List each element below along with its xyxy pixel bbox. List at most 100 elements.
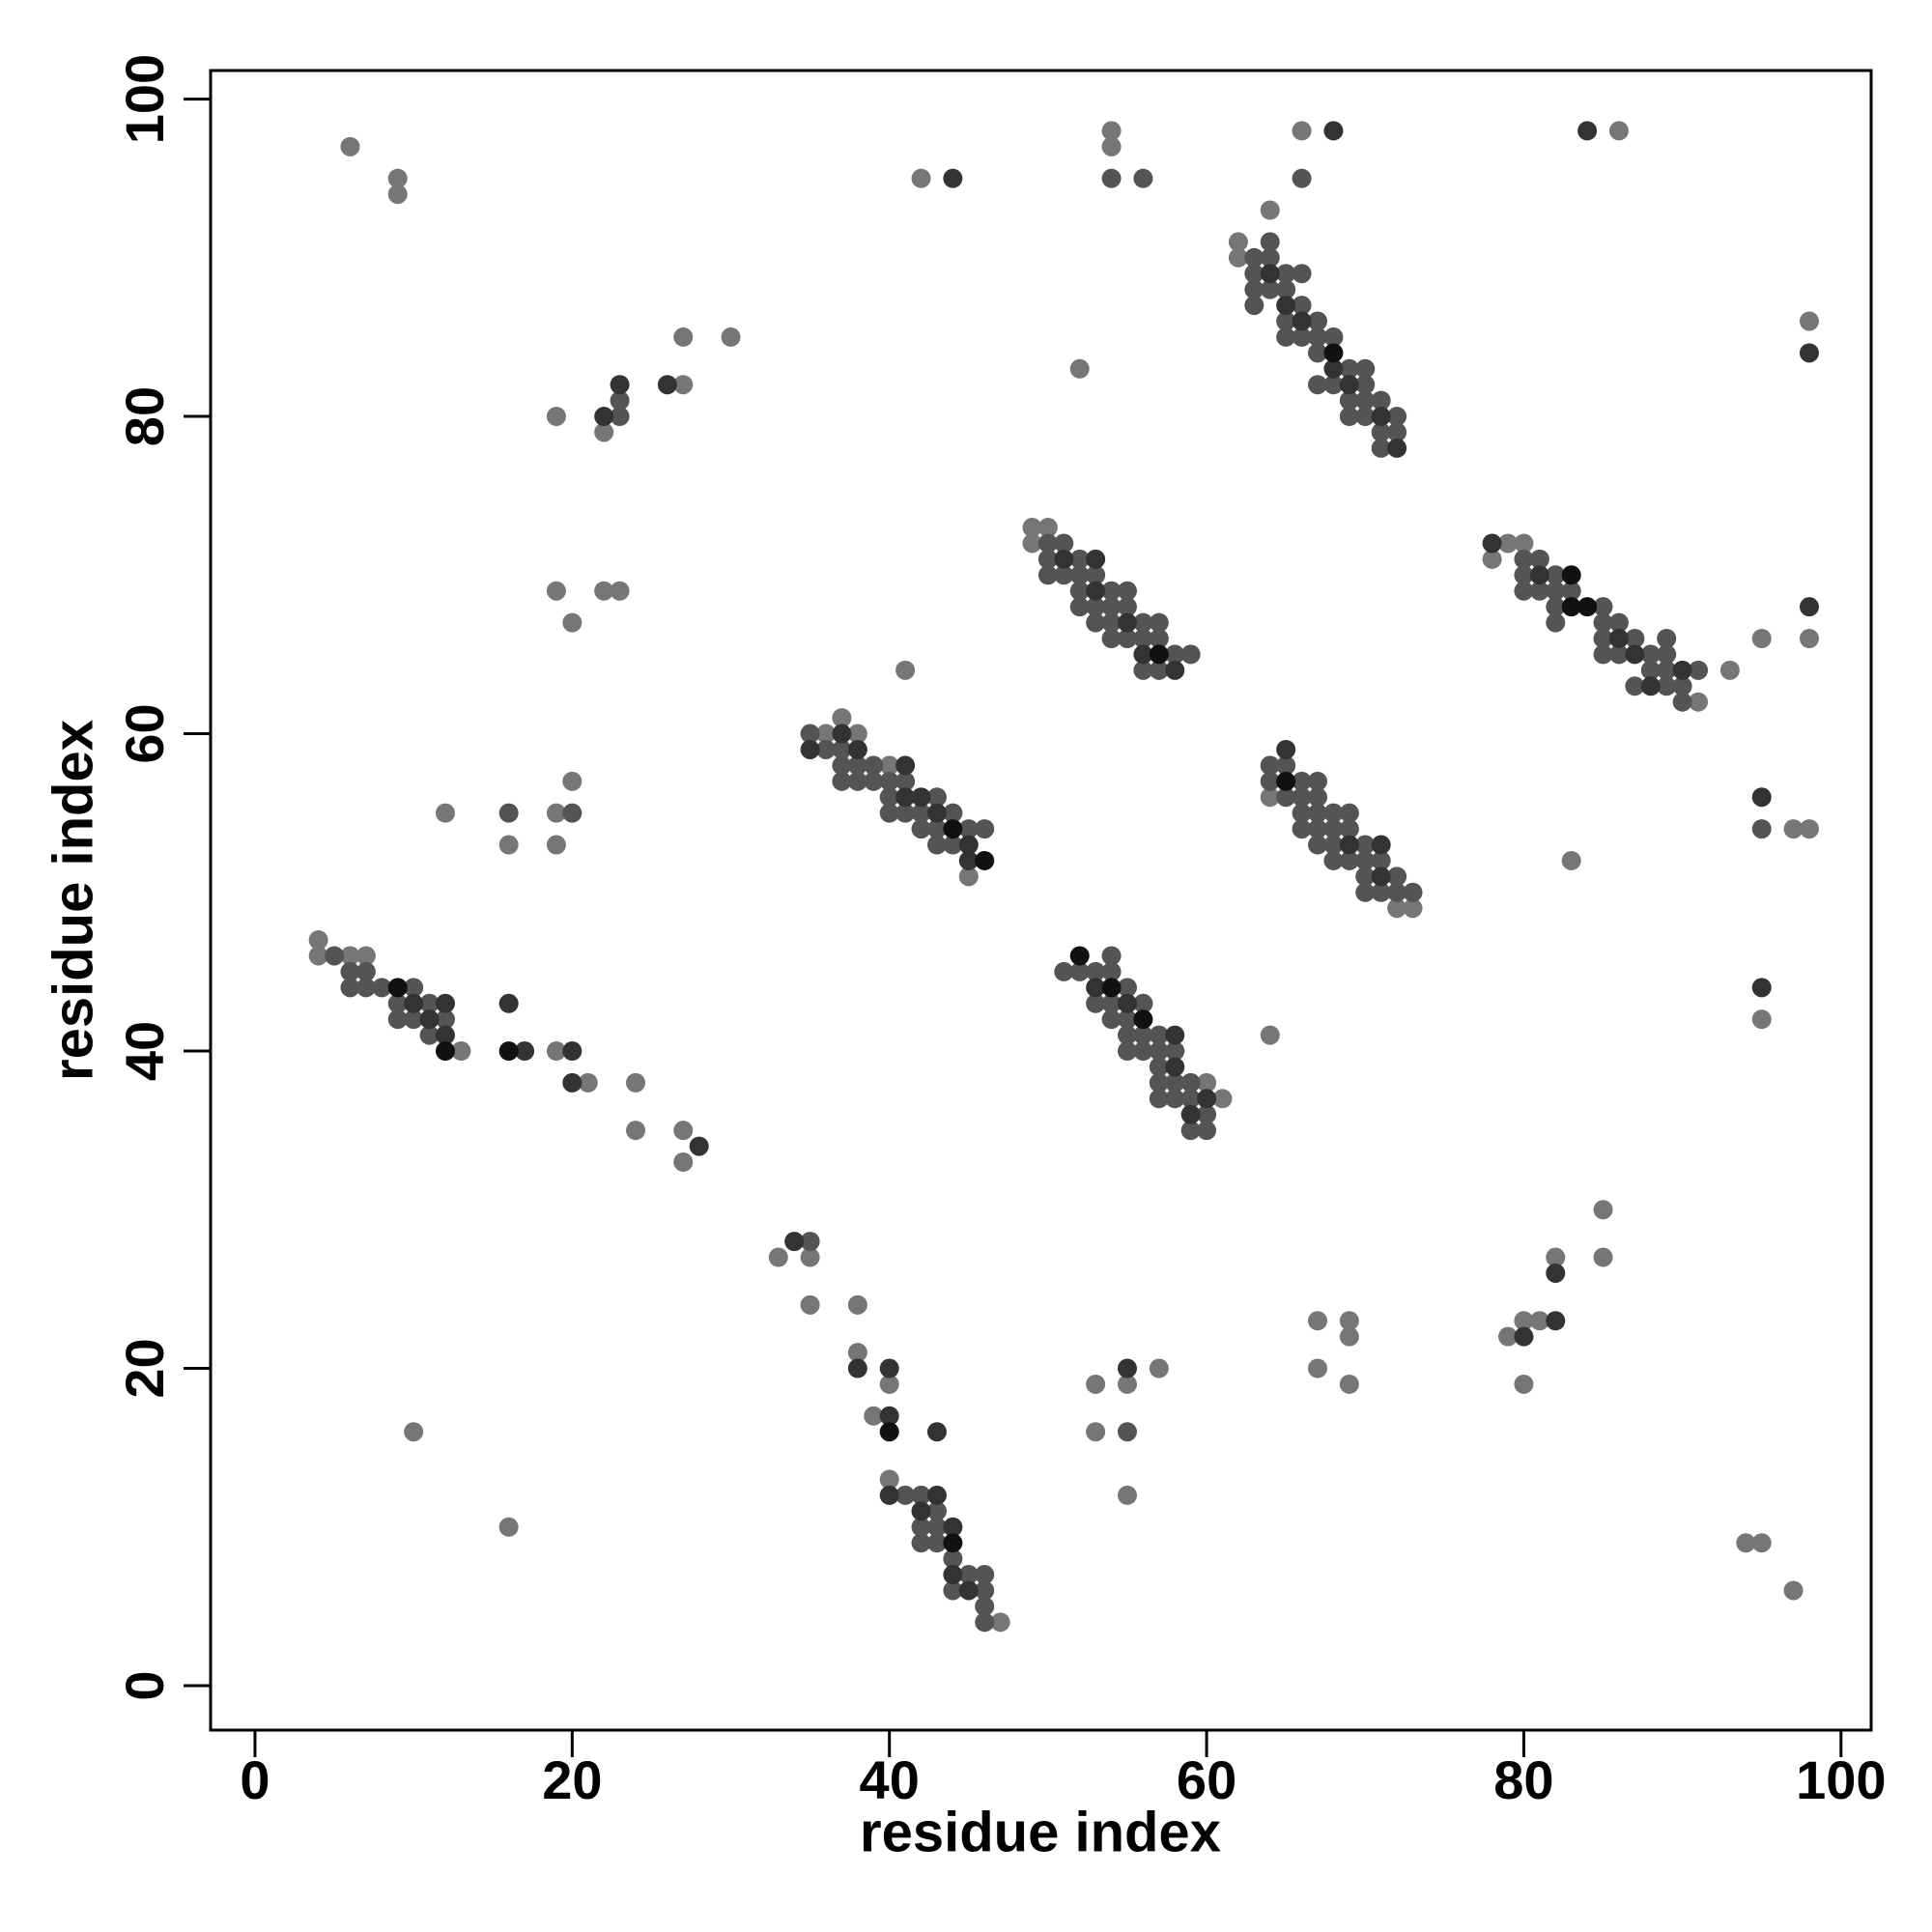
contact-point (1387, 438, 1407, 458)
contact-point (1514, 533, 1534, 554)
contact-point (1117, 1025, 1137, 1045)
contact-point (546, 835, 566, 855)
contact-point (879, 1374, 899, 1394)
contact-point (1101, 993, 1122, 1013)
contact-point (1228, 247, 1248, 268)
contact-point (1514, 1374, 1534, 1394)
contact-point (1355, 882, 1376, 902)
contact-point (1546, 1311, 1566, 1331)
contact-point (975, 1612, 995, 1633)
contact-point (1593, 597, 1613, 617)
contact-point (1514, 1311, 1534, 1331)
contact-point (1799, 628, 1819, 648)
contact-point (308, 946, 328, 966)
contact-point (404, 993, 424, 1013)
contact-point (1751, 787, 1772, 808)
contact-point (1149, 660, 1169, 680)
y-tick-label: 80 (114, 386, 175, 446)
contact-point (1260, 264, 1280, 284)
contact-point (1593, 612, 1613, 633)
contact-point (594, 422, 614, 442)
contact-point (864, 771, 884, 791)
contact-point (340, 961, 360, 981)
contact-point (1165, 1057, 1185, 1077)
contact-point (832, 708, 852, 728)
contact-point (562, 771, 582, 791)
contact-point (435, 1025, 455, 1045)
contact-point (1133, 168, 1153, 188)
contact-point (1371, 390, 1391, 411)
contact-point (1101, 946, 1122, 966)
x-tick-label: 40 (860, 1749, 920, 1810)
contact-point (1339, 835, 1359, 855)
contact-point (1371, 835, 1391, 855)
contact-point (355, 946, 376, 966)
contact-point (1165, 1089, 1185, 1109)
contact-point (498, 835, 519, 855)
contact-point (1149, 1072, 1169, 1093)
contact-point (1133, 628, 1153, 648)
contact-point (435, 1041, 455, 1062)
contact-point (1117, 1485, 1137, 1505)
contact-point (1260, 247, 1280, 268)
contact-point (1086, 549, 1106, 569)
contact-point (958, 867, 979, 887)
contact-point (1180, 644, 1201, 665)
contact-point (911, 1533, 931, 1553)
contact-point (1355, 390, 1376, 411)
contact-point (832, 739, 852, 759)
contact-point (1514, 581, 1534, 601)
contact-point (626, 1121, 646, 1141)
contact-point (1133, 993, 1153, 1013)
contact-point (1482, 533, 1502, 554)
contact-point (562, 1072, 582, 1093)
contact-point (515, 1041, 535, 1062)
contact-point (546, 581, 566, 601)
contact-point (1197, 1089, 1217, 1109)
contact-point (958, 1565, 979, 1585)
y-tick-label: 20 (114, 1338, 175, 1398)
contact-point (1339, 850, 1359, 870)
contact-point (355, 961, 376, 981)
contact-point (1165, 1072, 1185, 1093)
contact-point (1117, 628, 1137, 648)
contact-point (1751, 819, 1772, 839)
contact-point (1529, 1311, 1549, 1331)
contact-point (879, 1485, 899, 1505)
contact-point (1657, 644, 1677, 665)
contact-point (387, 168, 408, 188)
contact-point (943, 168, 963, 188)
contact-point (1069, 565, 1090, 585)
contact-point (1561, 581, 1581, 601)
contact-point (594, 407, 614, 427)
contact-point (943, 1533, 963, 1553)
contact-point (1482, 549, 1502, 569)
y-tick-label: 100 (114, 54, 175, 144)
contact-point (1387, 422, 1407, 442)
contact-point (1561, 565, 1581, 585)
contact-point (546, 1041, 566, 1062)
contact-point (1308, 1311, 1327, 1331)
contact-point (1117, 978, 1137, 998)
contact-point (404, 978, 424, 998)
contact-point (340, 978, 360, 998)
contact-point (1292, 121, 1312, 141)
contact-point (340, 136, 360, 156)
contact-point (816, 739, 837, 759)
contact-point (911, 787, 931, 808)
contact-point (911, 1517, 931, 1537)
contact-point (1180, 1104, 1201, 1124)
contact-point (610, 390, 630, 411)
contact-point (1149, 1089, 1169, 1109)
contact-point (1086, 961, 1106, 981)
contact-point (1149, 1025, 1169, 1045)
contact-point (1529, 565, 1549, 585)
contact-point (1719, 660, 1740, 680)
contact-point (1371, 850, 1391, 870)
contact-point (1101, 581, 1122, 601)
contact-point (1371, 867, 1391, 887)
contact-point (372, 978, 392, 998)
contact-point (1180, 1121, 1201, 1141)
contact-point (1086, 993, 1106, 1013)
